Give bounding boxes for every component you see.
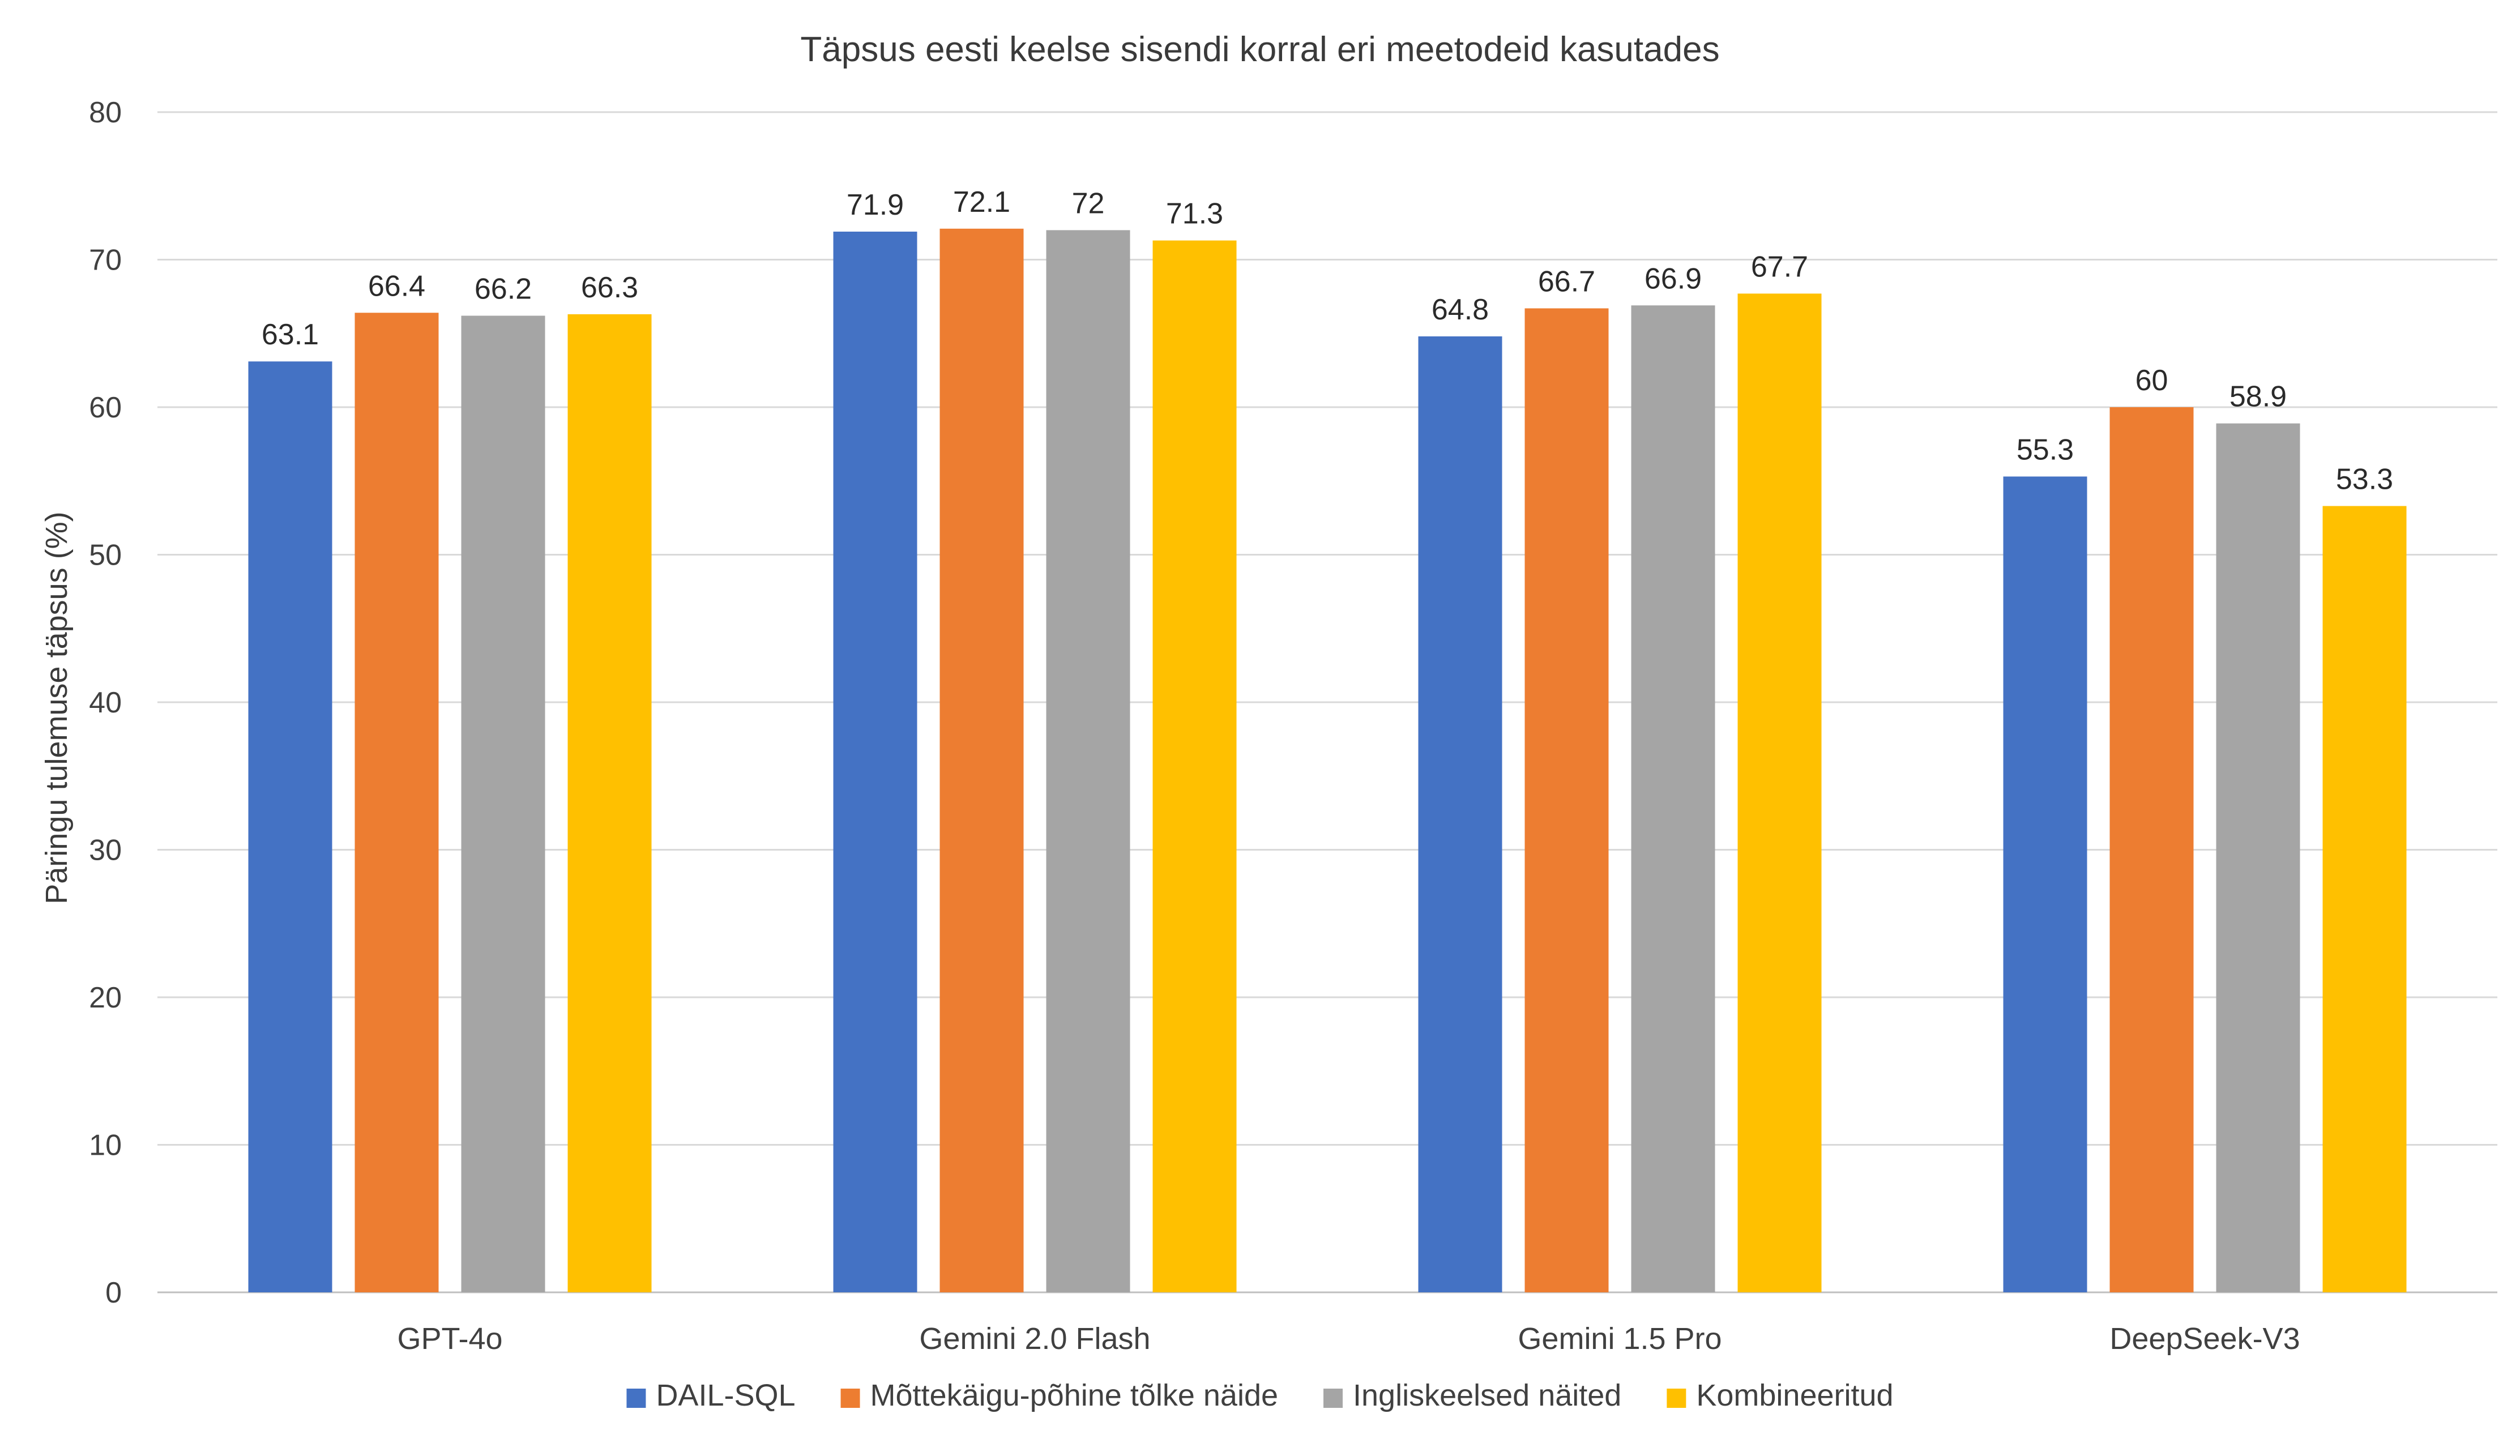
data-label: 60 [2135, 364, 2168, 397]
x-category-label: Gemini 1.5 Pro [1518, 1322, 1722, 1356]
bar-gemini-2-0-flash-series-1 [833, 232, 917, 1292]
legend-label: Kombineeritud [1696, 1378, 1893, 1412]
data-label: 72 [1072, 187, 1105, 220]
bar-gemini-1-5-pro-series-4 [1737, 293, 1822, 1292]
legend-item: DAIL-SQL [626, 1378, 796, 1412]
x-category-label: DeepSeek-V3 [2109, 1322, 2300, 1356]
bar-deepseek-v3-series-1 [2003, 476, 2087, 1292]
data-labels: 63.1 66.4 66.2 66.3 71.9 72.1 72 71.3 64.8 66.7 66… [262, 186, 2393, 496]
bar-deepseek-v3-series-4 [2322, 506, 2407, 1293]
bar-gpt-4o-series-1 [248, 361, 332, 1292]
data-label: 55.3 [2017, 433, 2074, 466]
y-tick-label: 80 [89, 96, 122, 129]
bars [248, 228, 2407, 1293]
legend-item: Ingliskeelsed näited [1323, 1378, 1621, 1412]
bar-gemini-2-0-flash-series-2 [939, 228, 1024, 1292]
data-label: 72.1 [953, 186, 1010, 219]
gridlines [157, 111, 2497, 1293]
data-label: 63.1 [262, 318, 319, 351]
y-tick-label: 50 [89, 539, 122, 572]
legend-swatch [1667, 1389, 1686, 1408]
y-tick-label: 40 [89, 686, 122, 719]
data-label: 53.3 [2336, 463, 2393, 496]
data-label: 67.7 [1751, 250, 1808, 283]
legend: DAIL-SQL Mõttekäigu-põhine tõlke näide Ing… [626, 1378, 1894, 1412]
bar-gemini-1-5-pro-series-2 [1524, 308, 1609, 1292]
y-tick-label: 30 [89, 834, 122, 867]
y-tick-label: 70 [89, 244, 122, 277]
data-label: 58.9 [2229, 381, 2287, 413]
bar-gemini-1-5-pro-series-1 [1418, 336, 1502, 1293]
y-tick-label: 60 [89, 391, 122, 424]
bar-deepseek-v3-series-2 [2109, 407, 2194, 1292]
y-tick-label: 0 [105, 1276, 122, 1309]
legend-label: Ingliskeelsed näited [1353, 1378, 1621, 1412]
x-category-label: GPT-4o [397, 1322, 502, 1356]
legend-swatch [840, 1389, 860, 1408]
y-axis-ticks: 0 10 20 30 40 50 60 70 80 [89, 96, 122, 1309]
legend-label: DAIL-SQL [656, 1378, 795, 1412]
data-label: 66.7 [1538, 265, 1595, 298]
legend-label: Mõttekäigu-põhine tõlke näide [870, 1378, 1278, 1412]
y-axis-label: Päringu tulemuse täpsus (%) [40, 511, 74, 904]
data-label: 66.9 [1645, 262, 1702, 295]
data-label: 66.3 [581, 271, 638, 304]
x-axis-categories: GPT-4o Gemini 2.0 Flash Gemini 1.5 Pro Deep… [397, 1322, 2300, 1356]
data-label: 66.4 [368, 270, 425, 302]
legend-swatch [626, 1389, 646, 1408]
chart-title: Täpsus eesti keelse sisendi korral eri m… [800, 30, 1719, 69]
y-tick-label: 10 [89, 1129, 122, 1162]
data-label: 66.2 [475, 272, 532, 305]
legend-swatch [1323, 1389, 1343, 1408]
bar-gpt-4o-series-2 [354, 313, 439, 1292]
data-label: 64.8 [1432, 293, 1489, 326]
bar-gpt-4o-series-3 [461, 315, 545, 1292]
y-tick-label: 20 [89, 981, 122, 1014]
legend-item: Kombineeritud [1667, 1378, 1894, 1412]
bar-gemini-1-5-pro-series-3 [1631, 305, 1715, 1292]
bar-gpt-4o-series-4 [567, 314, 652, 1292]
bar-gemini-2-0-flash-series-4 [1152, 240, 1237, 1292]
data-label: 71.9 [847, 189, 904, 221]
bar-deepseek-v3-series-3 [2216, 423, 2300, 1292]
legend-item: Mõttekäigu-põhine tõlke näide [840, 1378, 1278, 1412]
x-category-label: Gemini 2.0 Flash [919, 1322, 1150, 1356]
bar-gemini-2-0-flash-series-3 [1046, 230, 1130, 1292]
data-label: 71.3 [1166, 198, 1223, 230]
